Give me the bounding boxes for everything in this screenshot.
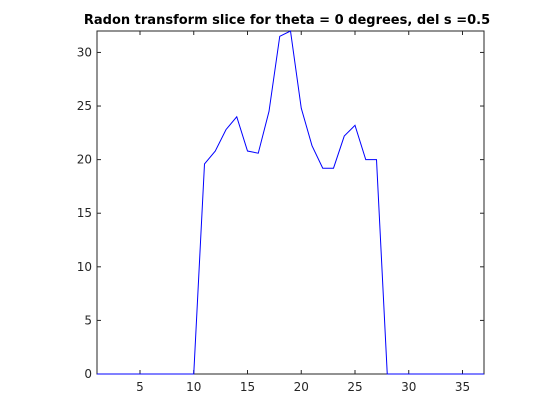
data-point — [107, 373, 108, 374]
data-point — [440, 373, 441, 374]
data-point — [279, 36, 280, 37]
axes-box — [96, 30, 485, 375]
data-point — [451, 373, 452, 374]
data-point — [172, 373, 173, 374]
y-tick-label: 0 — [84, 367, 92, 381]
data-point — [387, 373, 388, 374]
data-point — [322, 168, 323, 169]
data-point — [182, 373, 183, 374]
data-point — [268, 111, 269, 112]
data-point — [118, 373, 119, 374]
y-tick-label: 30 — [77, 45, 92, 59]
data-point — [161, 373, 162, 374]
data-point — [376, 159, 377, 160]
series-line — [97, 30, 484, 375]
data-point — [473, 373, 474, 374]
data-point — [419, 373, 420, 374]
chart-title: Radon transform slice for theta = 0 degr… — [84, 13, 490, 28]
plot-area: 5 10 15 20 25 30 35 0 5 10 15 20 25 30 — [77, 30, 485, 394]
data-point — [236, 116, 237, 117]
y-tick-label: 25 — [77, 99, 92, 113]
data-point — [333, 168, 334, 169]
x-tick-label: 5 — [136, 380, 144, 394]
data-point — [430, 373, 431, 374]
data-point — [344, 135, 345, 136]
data-point — [354, 125, 355, 126]
data-point — [365, 159, 366, 160]
x-tick-label: 25 — [347, 380, 362, 394]
data-point — [129, 373, 130, 374]
data-point — [462, 373, 463, 374]
data-point — [139, 373, 140, 374]
data-point — [408, 373, 409, 374]
data-point — [290, 30, 291, 31]
y-tick-label: 10 — [77, 260, 92, 274]
data-point — [483, 373, 484, 374]
data-point — [193, 373, 194, 374]
data-point — [225, 129, 226, 130]
data-point — [215, 150, 216, 151]
y-tick-label: 15 — [77, 206, 92, 220]
data-point — [301, 108, 302, 109]
data-point — [247, 150, 248, 151]
data-point — [258, 153, 259, 154]
y-tick-label: 5 — [84, 313, 92, 327]
x-tick-label: 15 — [240, 380, 255, 394]
data-point — [397, 373, 398, 374]
x-tick-label: 20 — [294, 380, 309, 394]
data-point — [150, 373, 151, 374]
y-tick-label: 20 — [77, 153, 92, 167]
data-point — [204, 163, 205, 164]
x-tick-label: 30 — [401, 380, 416, 394]
x-tick-label: 35 — [455, 380, 470, 394]
x-tick-label: 10 — [186, 380, 201, 394]
data-point — [311, 145, 312, 146]
data-point — [96, 373, 97, 374]
